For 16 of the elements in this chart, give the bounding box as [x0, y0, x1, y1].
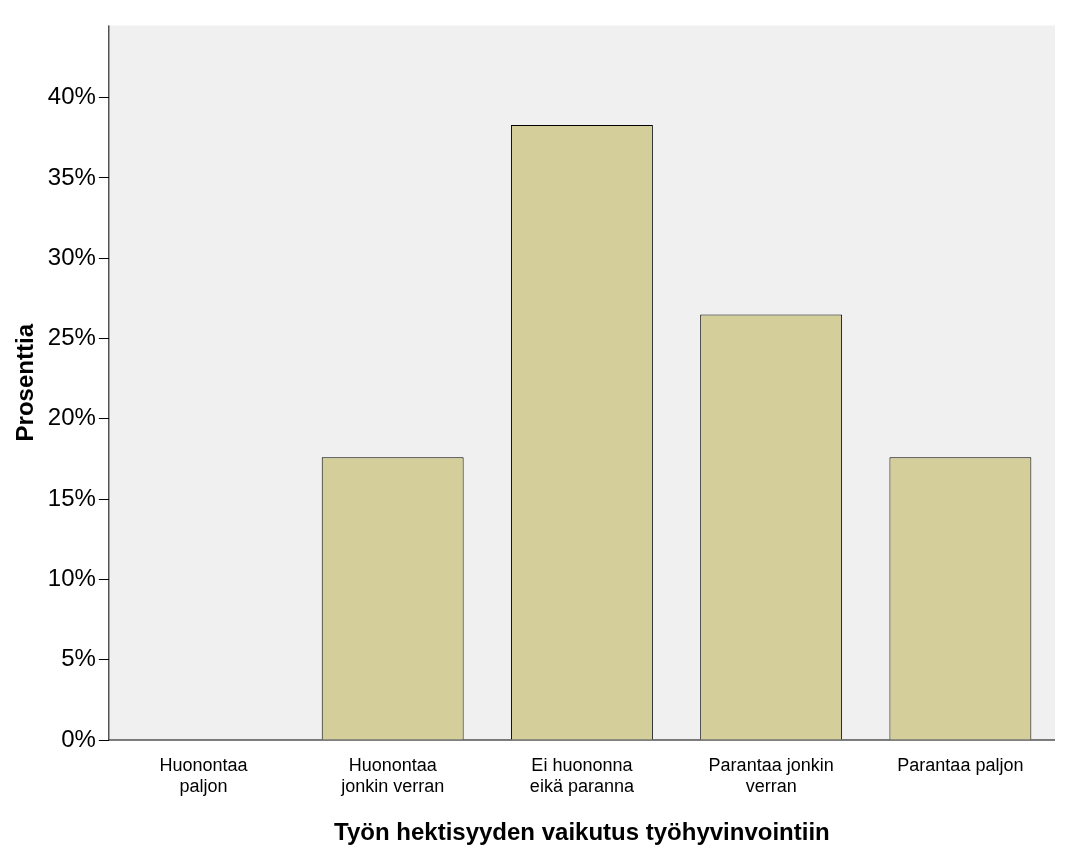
- y-tick-label: 25%: [47, 323, 96, 351]
- y-tick-label: 10%: [47, 564, 96, 592]
- x-tick-label: Huonontaa paljon: [159, 754, 249, 797]
- y-tick-label: 0%: [61, 724, 96, 752]
- y-tick-label: 40%: [47, 82, 96, 110]
- x-tick-label: Huonontaa jonkin verran: [340, 754, 445, 797]
- y-tick-label: 35%: [47, 162, 96, 190]
- x-tick-label: Parantaa jonkin verran: [708, 754, 834, 797]
- y-tick-label: 15%: [47, 483, 96, 511]
- x-axis-title: Työn hektisyyden vaikutus työhyvinvointiin: [334, 818, 830, 846]
- y-tick-label: 30%: [47, 242, 96, 270]
- x-tick-label: Ei huononna eikä paranna: [529, 754, 635, 797]
- y-tick-label: 5%: [61, 644, 96, 672]
- y-tick-label: 20%: [47, 403, 96, 431]
- y-axis-title: Prosenttia: [11, 323, 39, 442]
- x-tick-label: Parantaa paljon: [897, 754, 1024, 775]
